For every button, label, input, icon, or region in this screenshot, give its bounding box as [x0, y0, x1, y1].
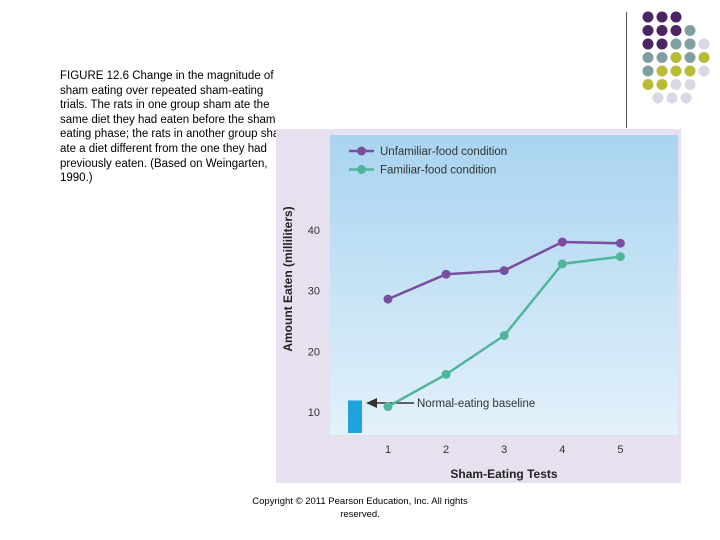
decorative-dot: [698, 65, 710, 77]
plot-area: [330, 135, 678, 435]
decorative-dot: [698, 52, 710, 63]
legend-swatch-marker: [357, 165, 366, 174]
figure-caption: FIGURE 12.6 Change in the magnitude of s…: [60, 70, 289, 185]
decorative-dot: [670, 79, 682, 90]
decorative-dot: [656, 38, 668, 50]
y-axis-ticks: 10 20 30 40: [308, 225, 320, 419]
decorative-dot: [656, 25, 668, 36]
data-point: [499, 266, 509, 276]
decorative-dot: [642, 79, 654, 90]
baseline-arrow-head: [366, 398, 377, 408]
baseline-label: Normal-eating baseline: [417, 398, 535, 410]
x-tick-label: 1: [385, 444, 391, 456]
data-point: [615, 238, 625, 248]
x-tick-label: 3: [501, 444, 507, 456]
data-point: [499, 331, 509, 341]
decorative-dot: [666, 92, 678, 104]
decorative-dot: [642, 52, 654, 63]
decorative-dot-grid: [642, 11, 710, 104]
legend-label: Unfamiliar-food condition: [380, 146, 507, 158]
decorative-dot: [684, 52, 696, 63]
x-axis-ticks: 1 2 3 4 5: [385, 444, 624, 456]
decorative-dot: [670, 65, 682, 77]
decorative-dot: [642, 38, 654, 50]
decorative-divider: [626, 12, 627, 128]
data-point: [383, 294, 393, 304]
decorative-dot: [642, 25, 654, 36]
decorative-dot: [670, 38, 682, 50]
decorative-dot: [684, 38, 696, 50]
decorative-dot: [684, 79, 696, 90]
decorative-dot: [670, 52, 682, 63]
data-point: [383, 402, 393, 412]
decorative-dot: [698, 38, 710, 50]
legend-label: Familiar-food condition: [380, 165, 496, 177]
decorative-dot: [652, 92, 664, 104]
decorative-dot: [656, 65, 668, 77]
y-tick-label: 30: [308, 286, 320, 298]
data-point: [557, 237, 567, 247]
chart-figure: Unfamiliar-food condition Familiar-food c…: [276, 129, 681, 483]
data-point: [441, 369, 451, 379]
decorative-dot: [684, 25, 696, 36]
y-tick-label: 20: [308, 346, 320, 358]
data-point: [615, 252, 625, 262]
x-tick-label: 4: [559, 444, 565, 456]
x-tick-label: 2: [443, 444, 449, 456]
data-point: [441, 269, 451, 279]
chart-legend: Unfamiliar-food condition Familiar-food c…: [349, 146, 507, 177]
decorative-dot: [684, 65, 696, 77]
decorative-dot: [670, 11, 682, 23]
x-tick-label: 5: [617, 444, 623, 456]
legend-swatch-marker: [357, 146, 366, 156]
decorative-dot: [670, 25, 682, 36]
x-axis-label: Sham-Eating Tests: [450, 467, 557, 481]
baseline-annotation: Normal-eating baseline: [348, 398, 535, 433]
decorative-dot: [656, 11, 668, 23]
y-axis-label: Amount Eaten (milliliters): [281, 206, 295, 351]
decorative-dot: [656, 52, 668, 63]
decorative-dot: [642, 11, 654, 23]
chart-series: [383, 237, 625, 412]
data-point: [557, 259, 567, 269]
decorative-dot: [656, 79, 668, 90]
y-tick-label: 40: [308, 225, 320, 237]
copyright-notice: Copyright © 2011 Pearson Education, Inc.…: [252, 496, 468, 520]
y-tick-label: 10: [308, 407, 320, 419]
decorative-dot: [680, 92, 692, 104]
baseline-bar: [348, 400, 362, 433]
decorative-dot: [642, 65, 654, 77]
